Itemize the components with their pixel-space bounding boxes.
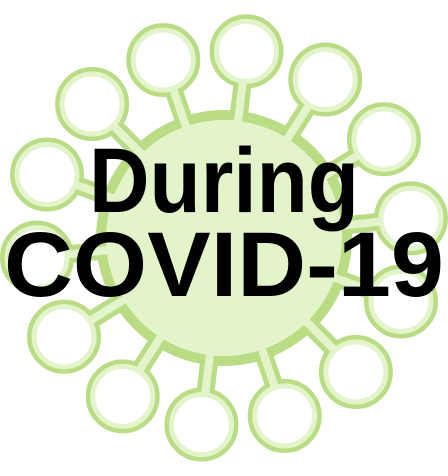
spike-head	[354, 109, 414, 169]
spike-head	[17, 145, 77, 205]
spike-head	[255, 386, 315, 446]
page: During COVID-19 (() => { const data = JS…	[0, 0, 448, 476]
spike-head	[93, 366, 153, 426]
title-line-2: COVID-19	[4, 214, 444, 316]
spike-head	[171, 395, 231, 455]
virus-graphic: During COVID-19	[0, 0, 448, 476]
spike-head	[62, 74, 122, 134]
spike-head	[133, 30, 193, 90]
spike-head	[217, 21, 277, 81]
spike-head	[326, 342, 386, 402]
spike-head	[295, 50, 355, 110]
